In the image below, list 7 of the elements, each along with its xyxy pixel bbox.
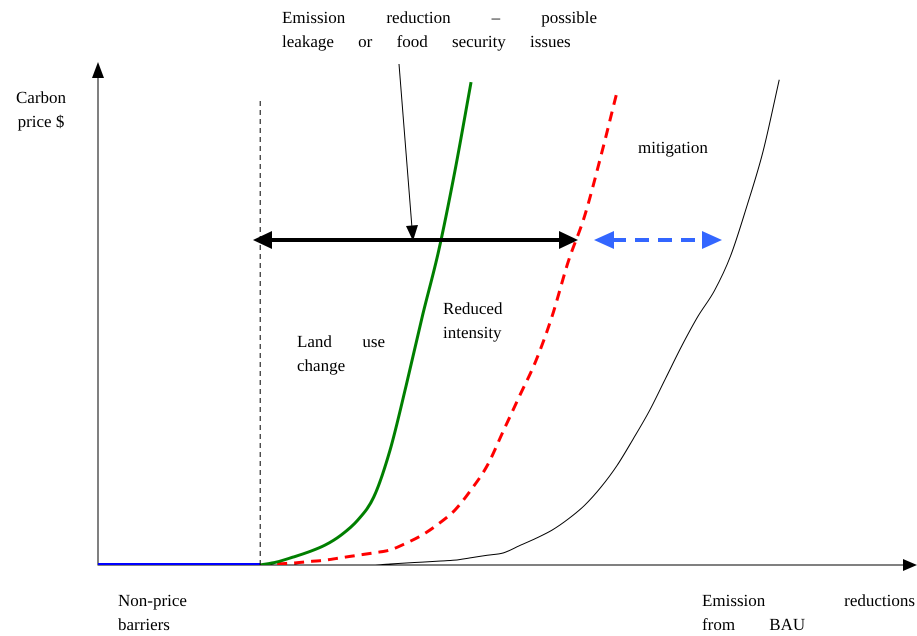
text: Emission reduction – possible leakage or food security issues [282, 7, 597, 53]
annotation: Land use change [297, 331, 385, 377]
text: Non-price barriers [118, 590, 188, 636]
annotation: Reduced intensity [443, 298, 504, 344]
y-axis-title: Carbon price $ [14, 87, 68, 133]
annotation: mitigation [638, 137, 709, 159]
x-axis-title: Emission reductions from BAU [702, 590, 915, 636]
